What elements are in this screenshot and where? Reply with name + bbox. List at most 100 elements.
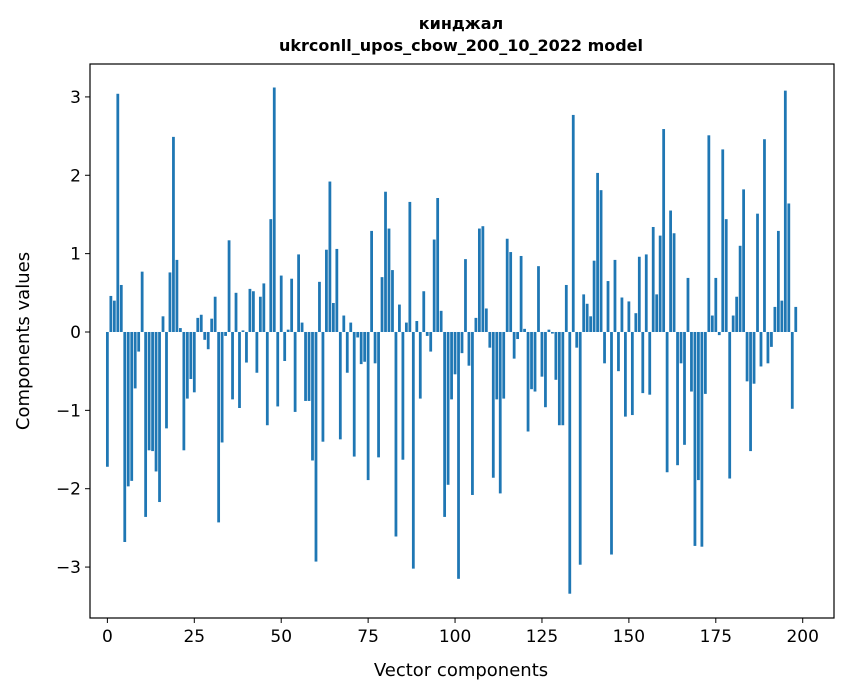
bar [512,331,516,359]
bar [735,296,739,332]
bar [766,331,770,364]
bar [387,228,391,332]
bar [119,284,123,332]
bar [182,331,186,451]
x-tick-label: 125 [526,627,558,647]
bar [630,331,634,416]
bar [345,331,349,373]
bar [116,93,120,332]
bar [773,306,777,332]
plot-frame [89,63,835,619]
bar [356,331,360,338]
bar [206,331,210,350]
bar [377,331,380,458]
bar [269,219,273,332]
bar [189,331,193,380]
bar [627,301,631,332]
x-tick-label: 150 [613,627,645,647]
bar [700,331,704,547]
bar [498,331,502,494]
bar [658,235,662,332]
y-tick-label: −1 [56,401,81,421]
bar [258,296,262,332]
bar [477,228,481,332]
bar [728,331,732,479]
bar [279,275,283,332]
bar [175,259,179,332]
bar [450,331,453,400]
x-tick-label: 50 [270,627,292,647]
bar [780,300,784,332]
bar [610,331,613,555]
bar [641,331,645,394]
bar [286,329,290,332]
bar [140,271,144,332]
bar [349,322,353,332]
bar [526,331,530,432]
bar [651,226,655,332]
bar [519,255,523,332]
bar [238,331,241,408]
bar [617,331,620,372]
bar [547,329,551,332]
y-tick-label: 1 [70,245,81,265]
bar [179,328,182,332]
bar [544,331,547,408]
bar [533,331,537,392]
bar [564,284,568,332]
bar [481,226,485,332]
bar [738,245,742,332]
bar [759,331,763,367]
chart-subtitle: ukrconll_upos_cbow_200_10_2022 model [279,36,643,55]
bar [290,278,294,332]
bar [213,296,217,332]
bar [453,331,457,375]
bar [165,331,168,429]
bar [172,136,175,332]
bar [721,149,725,332]
bar [185,331,189,399]
bar [770,331,773,347]
bar [505,238,509,332]
x-tick-label: 175 [700,627,732,647]
bar [707,135,711,332]
bar [304,331,307,401]
bar [464,259,467,332]
bar [224,331,227,336]
bar [578,331,582,565]
bar [241,330,245,332]
bar [516,331,520,340]
bar [366,331,370,481]
x-tick-label: 25 [183,627,205,647]
bar [683,331,686,445]
bar [391,270,394,332]
bar [137,331,141,352]
bar [342,315,346,332]
y-tick-label: 0 [70,323,81,343]
bar [328,181,332,332]
bar [112,300,116,332]
bar [363,331,367,362]
bar [488,331,492,348]
bar [460,331,464,354]
bar [665,331,669,473]
bar [408,201,412,332]
bar [401,331,405,460]
bar [523,328,526,332]
bar [234,292,238,332]
bar [314,331,318,562]
bar [484,308,488,332]
bar [384,191,387,332]
bar [404,322,408,332]
bar-series [105,87,798,594]
bar [196,317,200,332]
bar [443,331,447,517]
bar [745,331,749,382]
bar [255,331,259,373]
bar [210,318,214,332]
bar [248,288,252,332]
bar [123,331,127,542]
bar [144,331,148,517]
bar [429,331,433,352]
bar [415,321,419,332]
